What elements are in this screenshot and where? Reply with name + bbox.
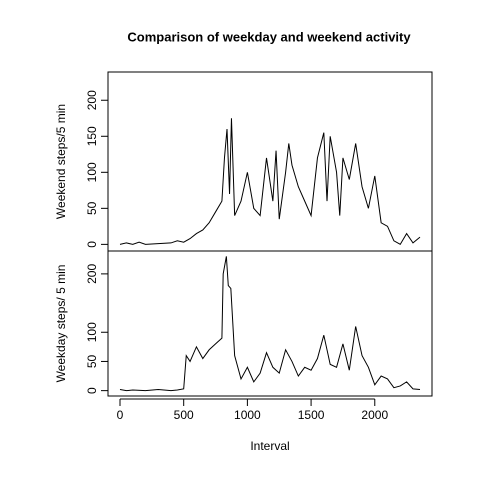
data-line — [119, 256, 421, 392]
x-tick-label: 0 — [117, 408, 124, 422]
y-tick-label: 150 — [85, 126, 99, 146]
chart-title: Comparison of weekday and weekend activi… — [127, 29, 411, 44]
y-tick-label: 50 — [85, 201, 99, 215]
x-axis-label: Interval — [250, 439, 289, 453]
y-axis-label: Weekday steps/ 5 min — [54, 265, 68, 383]
x-tick-label: 2000 — [361, 408, 388, 422]
y-tick-label: 50 — [85, 354, 99, 368]
x-tick-label: 500 — [174, 408, 194, 422]
x-tick-label: 1000 — [234, 408, 261, 422]
y-tick-label: 200 — [85, 90, 99, 110]
y-tick-label: 100 — [85, 162, 99, 182]
y-tick-label: 0 — [85, 387, 99, 394]
data-line — [119, 118, 421, 246]
y-tick-label: 0 — [85, 241, 99, 248]
x-tick-label: 1500 — [298, 408, 325, 422]
plot-frame — [107, 250, 433, 397]
y-axis-label: Weekend steps/5 min — [54, 104, 68, 219]
y-tick-label: 100 — [85, 322, 99, 342]
y-tick-label: 200 — [85, 264, 99, 284]
